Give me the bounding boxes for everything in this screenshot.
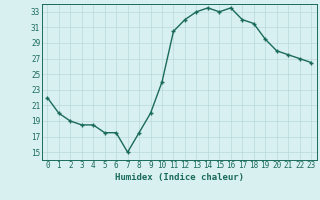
X-axis label: Humidex (Indice chaleur): Humidex (Indice chaleur)	[115, 173, 244, 182]
